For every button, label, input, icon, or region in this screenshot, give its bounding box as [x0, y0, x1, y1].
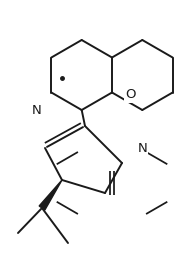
- Text: O: O: [125, 88, 135, 101]
- Text: N: N: [32, 103, 42, 117]
- Polygon shape: [39, 180, 62, 210]
- Text: N: N: [137, 141, 147, 155]
